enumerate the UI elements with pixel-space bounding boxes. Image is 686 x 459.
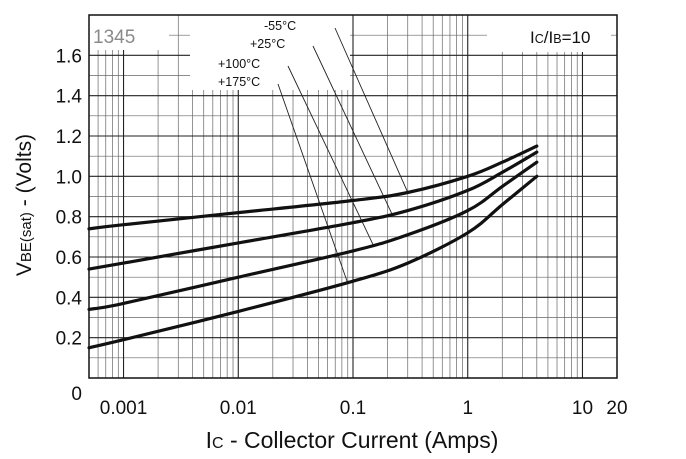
- annotation-leader-line: [277, 83, 349, 284]
- annotation-leaders: -55°C +25°C +100°C +175°C: [190, 15, 409, 284]
- y-tick-label: 0.2: [56, 329, 82, 350]
- plot-number: 1345: [93, 27, 135, 48]
- series-line: [87, 174, 539, 350]
- major-grid: [89, 15, 617, 378]
- series-line: [87, 150, 539, 271]
- series-line: [87, 160, 539, 311]
- annotation-leader-line: [287, 65, 374, 246]
- x-tick-label: 0.01: [220, 398, 257, 419]
- y-tick-label: 1.6: [56, 46, 82, 67]
- curve-temperature-label: +100°C: [218, 57, 260, 71]
- y-tick-label: 1.4: [56, 87, 83, 108]
- curve-temperature-label: -55°C: [264, 19, 296, 33]
- y-tick-label: 0.6: [56, 248, 82, 269]
- curve-temperature-label: +175°C: [218, 75, 260, 89]
- x-tick-label: 0.1: [340, 398, 366, 419]
- y-tick-label: 1.0: [56, 167, 82, 188]
- y-axis-title: VBE(sat) - (Volts): [13, 134, 36, 276]
- y-tick-labels: 0 0.2 0.4 0.6 0.8 1.0 1.2 1.4 1.6: [56, 46, 83, 405]
- y-tick-label: 0.8: [56, 208, 82, 229]
- series-line: [87, 144, 539, 231]
- annotation-leader-line: [334, 27, 409, 193]
- x-axis-title: IC - Collector Current (Amps): [206, 427, 499, 453]
- annotation-panel: [190, 15, 350, 90]
- y-tick-label: 1.2: [56, 127, 82, 148]
- data-series: [87, 144, 539, 350]
- curve-temperature-label: +25°C: [250, 37, 285, 51]
- x-tick-label: 1: [462, 398, 473, 419]
- annotation-leader-line: [312, 45, 393, 215]
- y-tick-label: 0.4: [56, 288, 83, 309]
- x-tick-label: 20: [606, 398, 627, 419]
- condition-label: IC/IB=10: [530, 28, 590, 47]
- y-tick-label: 0: [71, 384, 82, 405]
- plot-frame: [88, 14, 618, 379]
- plot-number-box: [89, 15, 169, 50]
- legend-box: [487, 15, 611, 52]
- x-tick-label: 0.001: [100, 398, 148, 419]
- x-tick-labels: 0.001 0.01 0.1 1 10 20: [100, 398, 628, 419]
- x-tick-label: 10: [572, 398, 593, 419]
